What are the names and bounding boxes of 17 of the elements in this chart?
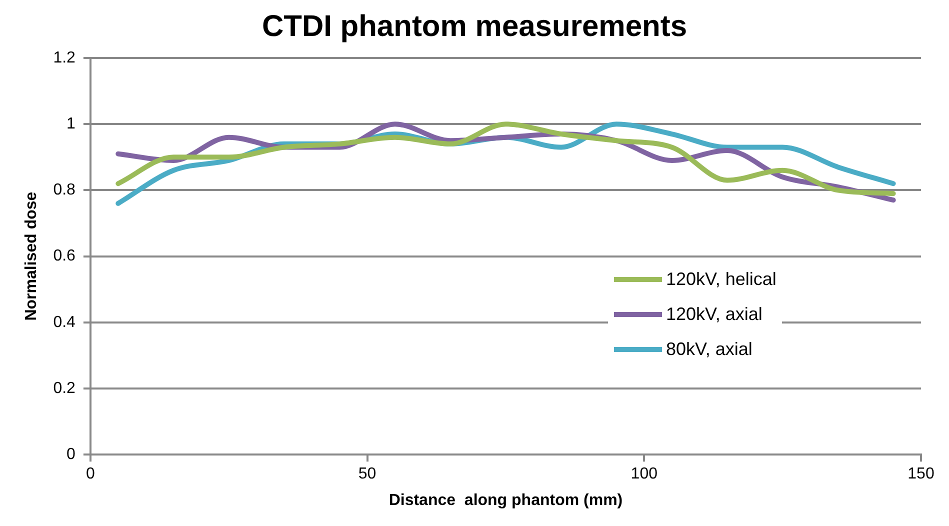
legend-label: 120kV, axial [666, 304, 762, 325]
y-tick-label: 0.4 [53, 314, 76, 331]
x-tick-label: 0 [86, 466, 95, 483]
y-tick-label: 0.2 [53, 380, 76, 397]
x-tick-label: 150 [908, 466, 934, 483]
y-tick-label: 0 [66, 446, 76, 464]
y-tick-label: 0.8 [53, 182, 76, 199]
y-axis-title: Normalised dose [23, 192, 40, 321]
y-tick-label: 0.6 [53, 248, 76, 265]
x-axis-title: Distance along phantom (mm) [388, 492, 623, 509]
x-tick-label: 50 [358, 466, 376, 483]
legend-label: 120kV, helical [666, 269, 776, 290]
legend-label: 80kV, axial [666, 339, 752, 360]
chart-title: CTDI phantom measurements [260, 10, 688, 44]
x-tick-label: 100 [630, 466, 658, 483]
y-tick-label: 1.2 [53, 49, 76, 66]
y-tick-label: 1 [66, 116, 76, 133]
